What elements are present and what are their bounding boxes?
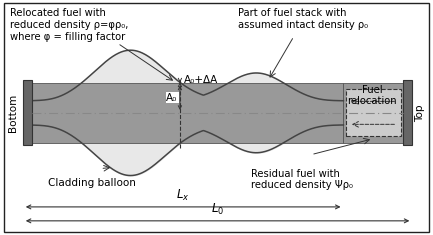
Text: Part of fuel stack with
assumed intact density ρ₀: Part of fuel stack with assumed intact d… <box>238 8 368 30</box>
FancyBboxPatch shape <box>403 80 412 145</box>
Text: Fuel
relocation: Fuel relocation <box>347 85 397 106</box>
Text: A₀+ΔA: A₀+ΔA <box>184 75 219 85</box>
Text: Cladding balloon: Cladding balloon <box>48 178 136 188</box>
FancyBboxPatch shape <box>3 3 430 232</box>
Text: Bottom: Bottom <box>8 94 19 132</box>
FancyBboxPatch shape <box>32 83 343 143</box>
Text: Residual fuel with
reduced density Ψρ₀: Residual fuel with reduced density Ψρ₀ <box>251 168 353 190</box>
Text: Top: Top <box>414 104 425 121</box>
FancyBboxPatch shape <box>23 80 32 145</box>
Text: Relocated fuel with
reduced density ρ=φρ₀,
where φ = filling factor: Relocated fuel with reduced density ρ=φρ… <box>10 8 128 42</box>
Text: $L_0$: $L_0$ <box>211 202 224 217</box>
FancyBboxPatch shape <box>343 83 404 143</box>
Text: A₀: A₀ <box>166 93 178 103</box>
FancyBboxPatch shape <box>346 89 401 136</box>
Text: $L_x$: $L_x$ <box>176 188 190 204</box>
